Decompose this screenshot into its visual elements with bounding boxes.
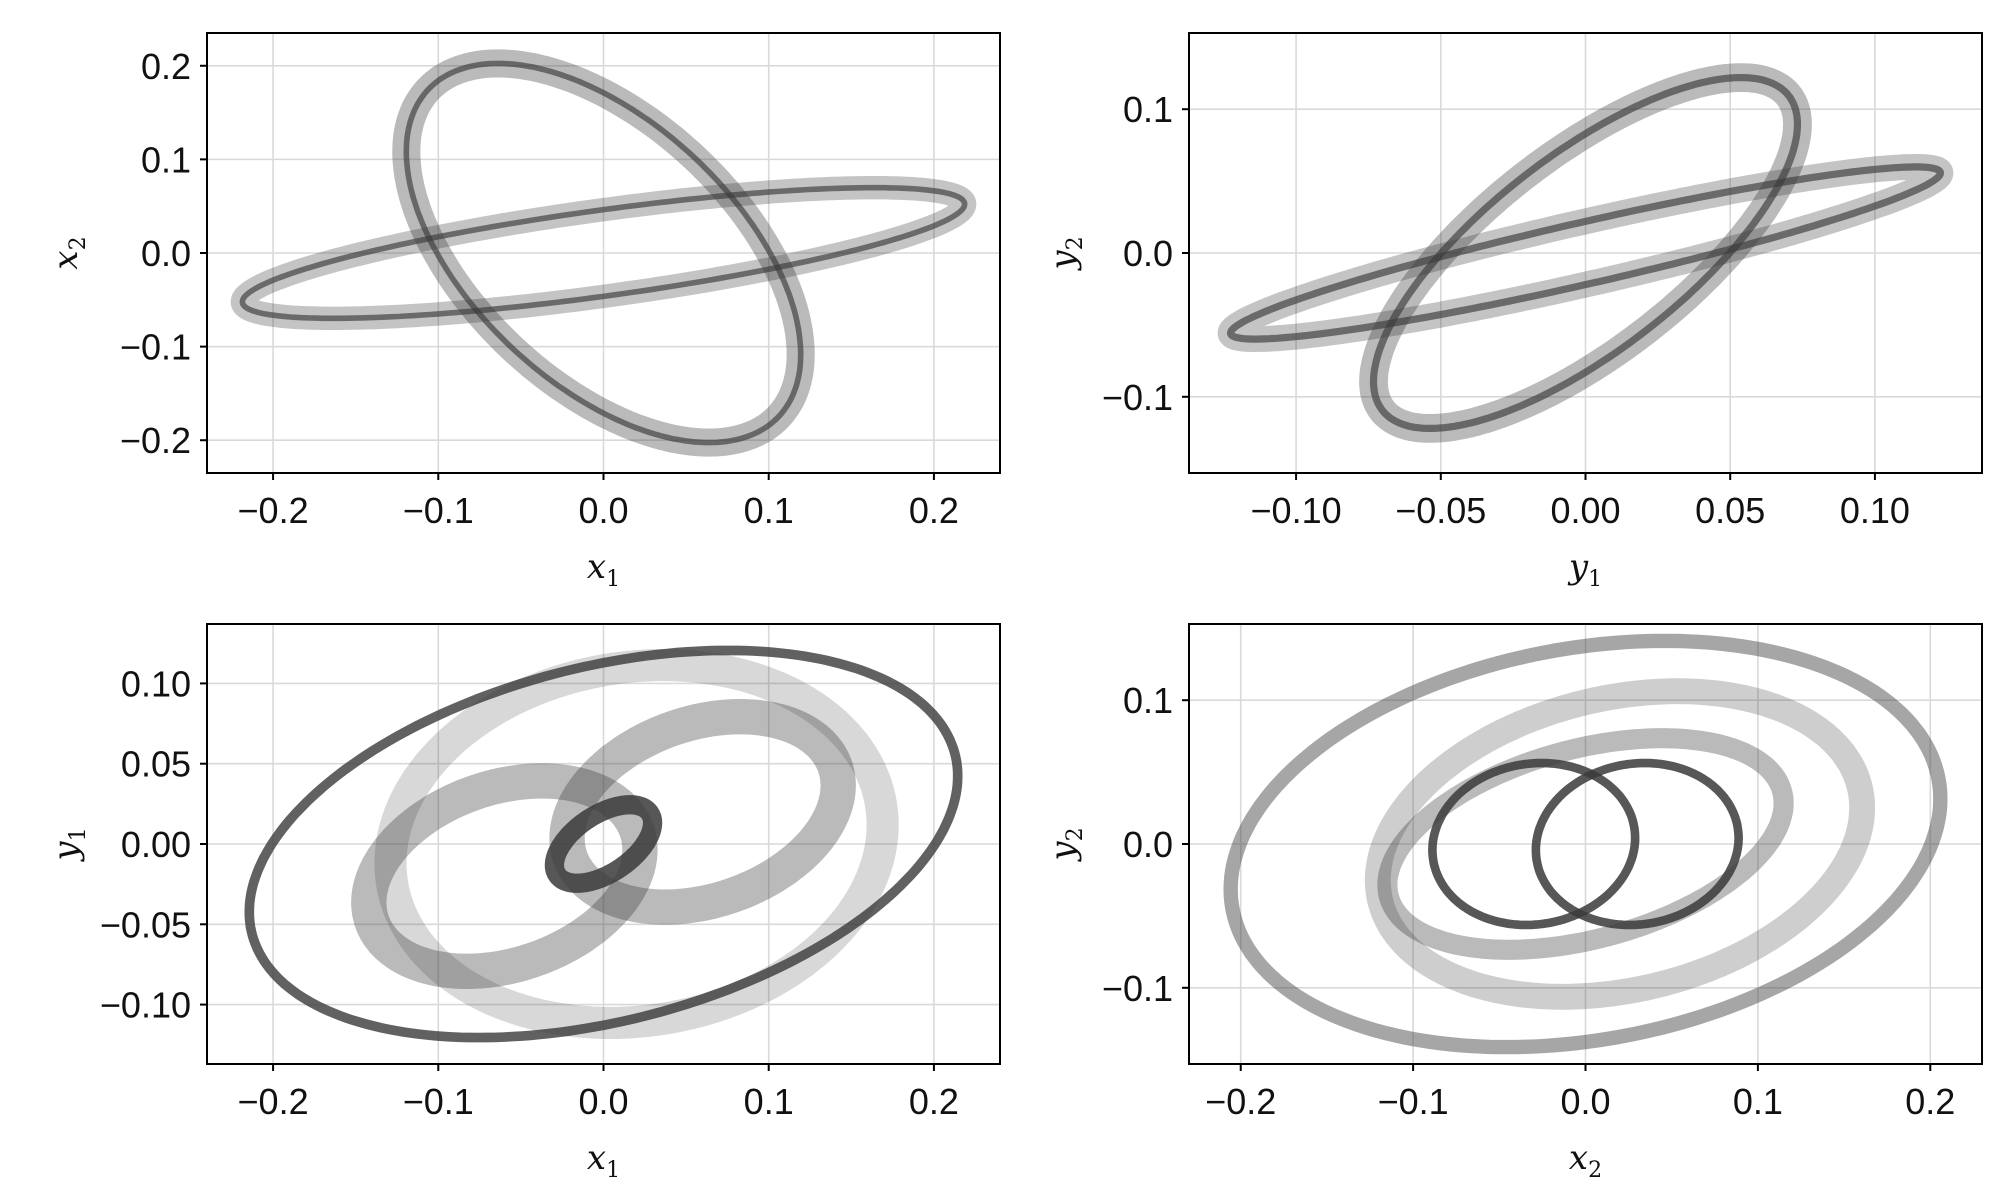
plot-area (244, 645, 963, 1043)
x-tick-label: −0.1 (403, 490, 474, 531)
y-tick-label: 0.0 (1123, 824, 1173, 865)
y-axis-label: y2 (1043, 236, 1088, 271)
x-tick-label: 0.1 (744, 1081, 794, 1122)
x-tick-label: −0.1 (1378, 1081, 1449, 1122)
orbit-band-2 (1364, 678, 1876, 1010)
plot-area (1217, 63, 1954, 443)
y-tick-label: −0.2 (120, 420, 191, 461)
y-tick-label: 0.05 (121, 744, 191, 785)
x-tick-label: −0.2 (1205, 1081, 1276, 1122)
y-axis-label: y2 (1043, 827, 1088, 862)
orbit-band-4 (1428, 758, 1640, 930)
x-tick-label: −0.05 (1395, 490, 1486, 531)
y-tick-label: −0.05 (100, 904, 191, 945)
y-axis-label: y1 (46, 827, 91, 862)
panel-bottom-right: −0.2 −0.1 0.0 0.1 0.2 −0.1 0.0 0.1 x2 y2 (1043, 623, 1983, 1183)
x-tick-label: 0.05 (1695, 490, 1765, 531)
y-tick-label: 0.00 (121, 824, 191, 865)
x-tick-label: 0.0 (578, 1081, 628, 1122)
x-axis-label: x1 (587, 547, 620, 592)
x-tick-label: 0.2 (1905, 1081, 1955, 1122)
y-tick-label: −0.1 (120, 327, 191, 368)
y-axis-label: x2 (46, 236, 91, 269)
plot-area (1223, 633, 1948, 1055)
x-tick-label: 0.0 (578, 490, 628, 531)
orbit-band-1 (1223, 633, 1948, 1055)
y-tick-label: 0.1 (1123, 89, 1173, 130)
orbit-band-3 (351, 763, 658, 989)
orbit-band-5 (544, 795, 663, 893)
orbit-band-4 (549, 699, 856, 925)
orbit-band-2 (374, 649, 899, 1039)
y-tick-label: 0.1 (1123, 680, 1173, 721)
x-tick-label: −0.2 (238, 490, 309, 531)
x-axis-label: y1 (1567, 547, 1602, 592)
y-tick-label: −0.1 (1102, 377, 1173, 418)
y-tick-label: −0.10 (100, 985, 191, 1026)
x-axis-label: x1 (587, 1138, 620, 1183)
panel-bottom-left: −0.2 −0.1 0.0 0.1 0.2 −0.10 −0.05 0.00 0.05 0.10 x… (46, 623, 1001, 1183)
x-tick-label: 0.0 (1560, 1081, 1610, 1122)
x-axis-label: x2 (1569, 1138, 1602, 1183)
orbit-band-4 (403, 60, 804, 446)
x-tick-label: 0.2 (909, 490, 959, 531)
orbit-band-4 (1369, 74, 1802, 432)
orbit-band-3 (1227, 163, 1944, 343)
y-tick-label: −0.1 (1102, 968, 1173, 1009)
x-tick-label: 0.1 (1733, 1081, 1783, 1122)
y-tick-label: 0.1 (141, 139, 191, 180)
plot-area (230, 49, 977, 457)
orbit-band-1 (244, 645, 963, 1043)
y-tick-label: 0.0 (1123, 233, 1173, 274)
x-tick-label: 0.2 (909, 1081, 959, 1122)
orbit-band-3 (239, 184, 968, 322)
x-tick-label: 0.10 (1840, 490, 1910, 531)
x-tick-label: −0.10 (1251, 490, 1342, 531)
x-tick-label: 0.1 (744, 490, 794, 531)
y-tick-label: 0.10 (121, 663, 191, 704)
x-tick-label: 0.00 (1550, 490, 1620, 531)
panel-top-left: −0.2 −0.1 0.0 0.1 0.2 −0.2 −0.1 0.0 0.1 0.2 x1 x2 (46, 32, 1001, 592)
y-tick-label: 0.0 (141, 233, 191, 274)
panel-top-right: −0.10 −0.05 0.00 0.05 0.10 −0.1 0.0 0.1 y1 y2 (1043, 32, 1983, 592)
x-tick-label: −0.1 (403, 1081, 474, 1122)
orbit-band-5 (1531, 758, 1743, 930)
y-tick-label: 0.2 (141, 46, 191, 87)
x-tick-label: −0.2 (238, 1081, 309, 1122)
